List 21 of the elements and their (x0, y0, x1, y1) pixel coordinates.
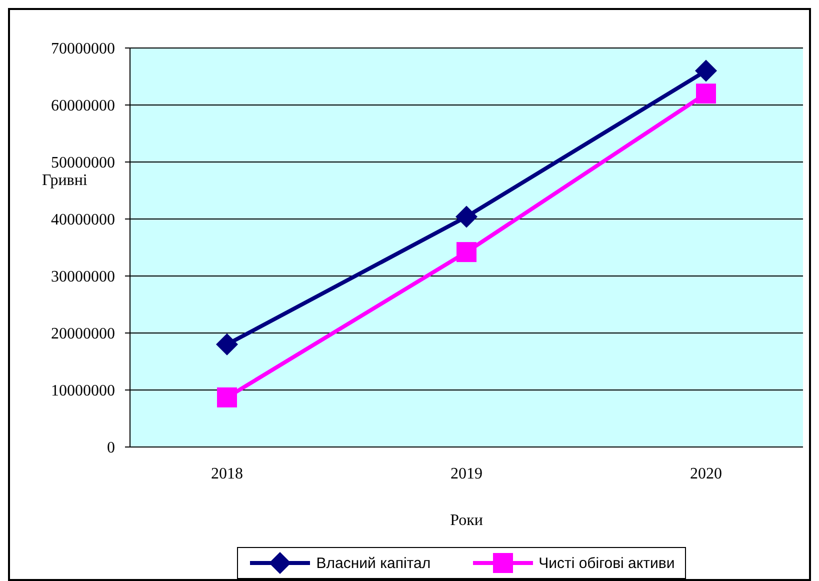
point (456, 206, 478, 228)
x-tick-label: 2019 (450, 465, 482, 482)
point (695, 60, 717, 82)
x-tick-label: 2018 (211, 465, 243, 482)
y-tick-label: 20000000 (51, 326, 115, 343)
point (217, 387, 237, 408)
legend-label: Власний капітал (315, 554, 431, 574)
y-tick-label: 30000000 (51, 268, 115, 286)
y-axis-title: Гривні (42, 172, 88, 190)
point (216, 333, 238, 356)
legend-label: Чисті обігові активи (538, 554, 675, 574)
y-tick-label: 0 (107, 440, 115, 457)
y-tick-label: 60000000 (51, 98, 115, 115)
y-tick-label: 40000000 (51, 212, 115, 229)
y-tick-label: 10000000 (51, 382, 115, 400)
y-tick-label: 70000000 (51, 40, 115, 58)
y-tick-label: 50000000 (51, 154, 115, 172)
point (696, 84, 716, 104)
point (456, 242, 476, 262)
x-axis-title: Роки (450, 512, 484, 529)
x-tick-label: 2020 (690, 465, 722, 482)
